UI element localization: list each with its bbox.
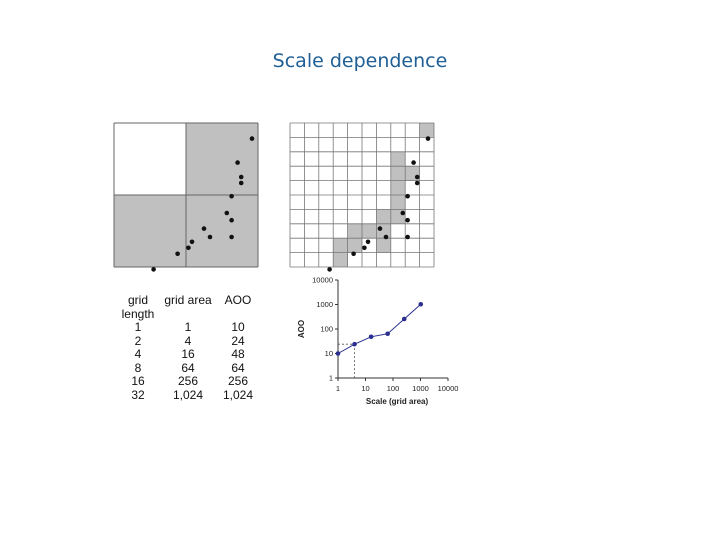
occupied-cell [347,223,362,239]
occurrence-point [425,136,431,141]
occurrence-point [414,174,420,180]
occurrence-point [377,226,383,231]
occupied-cell [390,180,406,195]
occurrence-point [229,234,234,240]
header-grid-length-2: length [121,306,155,321]
occupied-cell [376,223,391,239]
occurrence-point [414,180,420,186]
occurrence-point [175,251,180,257]
aoo-series-line [337,303,422,354]
occurrence-point [224,210,230,216]
occurrence-point [229,193,234,199]
occurrence-point [238,174,244,180]
y-tick-label: 10 [325,349,333,358]
occupied-cell [390,195,406,210]
cell: 1 [134,320,142,334]
col-grid-length: grid length 1 2 4 8 16 32 [118,293,158,402]
slide-title: Scale dependence [272,50,448,72]
cell: 64 [231,360,245,375]
x-tick-label: 100 [387,384,400,393]
col-aoo: AOO 10 24 48 64 256 1,024 [218,293,258,402]
x-tick-label: 10 [361,384,369,393]
occurrence-point [405,217,410,223]
cell: 16 [131,374,145,388]
aoo-loglog-chart: 1 10 100 1000 10000 1 10 100 1000 10000 Scale (gri… [297,276,458,407]
x-tick-label: 1000 [412,384,429,393]
cell: 48 [231,347,245,361]
occurrence-point [249,136,255,141]
occurrence-point [365,239,371,245]
header-grid-area: grid area [164,293,212,307]
occurrence-point [400,210,406,216]
occupied-cell [376,209,391,224]
aoo-data-point [352,341,357,347]
y-axis-label: AOO [297,320,306,338]
y-tick-label: 100 [320,325,333,334]
occupied-cell [186,123,258,195]
x-axis-label: Scale (grid area) [366,397,429,406]
cell: 1 [184,320,192,334]
cell: 256 [227,374,249,388]
cell: 10 [231,320,245,334]
occurrence-point [151,267,156,272]
cell: 64 [181,360,195,375]
col-grid-area: grid area 1 4 16 64 256 1,024 [162,293,214,402]
cell: 1,024 [172,387,204,402]
header-aoo: AOO [224,293,252,307]
occupied-cell [347,238,362,253]
occurrence-point [207,234,213,240]
aoo-data-point [401,316,407,322]
occurrence-point [186,245,191,251]
occurrence-point [327,267,332,272]
occupied-cell [419,123,434,138]
aoo-data-point [368,334,374,340]
occurrence-point [383,234,389,240]
y-tick-label: 10000 [312,276,333,285]
cell: 24 [231,333,245,348]
cell: 4 [134,347,142,361]
occurrence-point [235,160,240,165]
cell: 16 [181,347,195,361]
cell: 8 [134,360,142,375]
cell: 2 [134,333,142,348]
coarse-grid-panel [113,122,259,272]
occupied-cell [186,195,258,267]
aoo-data-point [335,351,341,356]
occurrence-point [405,234,410,240]
occupied-cell [333,238,348,253]
x-tick-label: 10000 [438,384,459,393]
occurrence-point [189,239,195,245]
occurrence-point [201,226,207,231]
occupied-cell [333,252,348,267]
occurrence-point [405,193,410,199]
cell: 256 [177,374,199,388]
occupied-cell [390,151,406,167]
aoo-data-point [385,331,390,337]
cell: 1,024 [222,387,254,402]
occurrence-point [362,245,367,251]
y-tick-label: 1000 [316,300,333,309]
occupied-cell [376,238,391,253]
occupied-cell [362,223,377,239]
occurrence-point [351,251,356,257]
occupied-cell [114,195,186,267]
cell: 4 [184,333,192,348]
occupied-cell [390,166,406,181]
y-tick-label: 1 [329,374,333,383]
x-tick-label: 1 [336,384,340,393]
header-grid-length-1: grid [127,293,148,307]
occurrence-point [411,160,416,165]
fine-grid-panel [289,122,435,272]
aoo-data-point [418,301,424,307]
occurrence-point [238,180,244,186]
occurrence-point [229,217,234,223]
cell: 32 [131,387,145,402]
